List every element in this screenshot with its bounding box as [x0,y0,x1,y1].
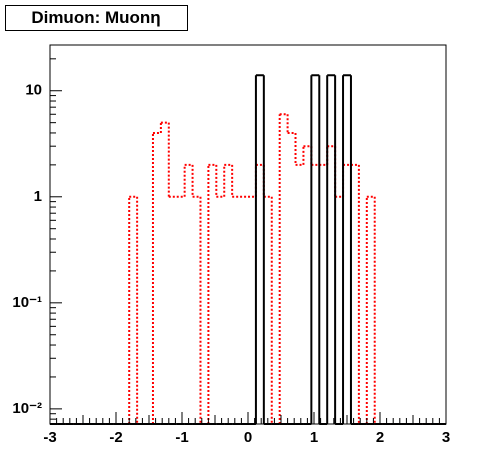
x-tick-label: 2 [376,429,384,446]
x-tick-label: -1 [175,429,188,446]
x-tick-label: 3 [442,429,450,446]
y-tick-label: 10 [25,82,42,99]
y-tick-label: 10⁻¹ [12,294,42,311]
title-box [5,5,188,31]
x-tick-label: -3 [43,429,56,446]
x-tick-label: -2 [109,429,122,446]
y-tick-label: 1 [34,188,42,205]
y-tick-label: 10⁻² [12,400,42,417]
x-tick-label: 1 [310,429,318,446]
x-tick-label: 0 [244,429,252,446]
chart-title: Dimuon: Muonη [31,8,160,27]
